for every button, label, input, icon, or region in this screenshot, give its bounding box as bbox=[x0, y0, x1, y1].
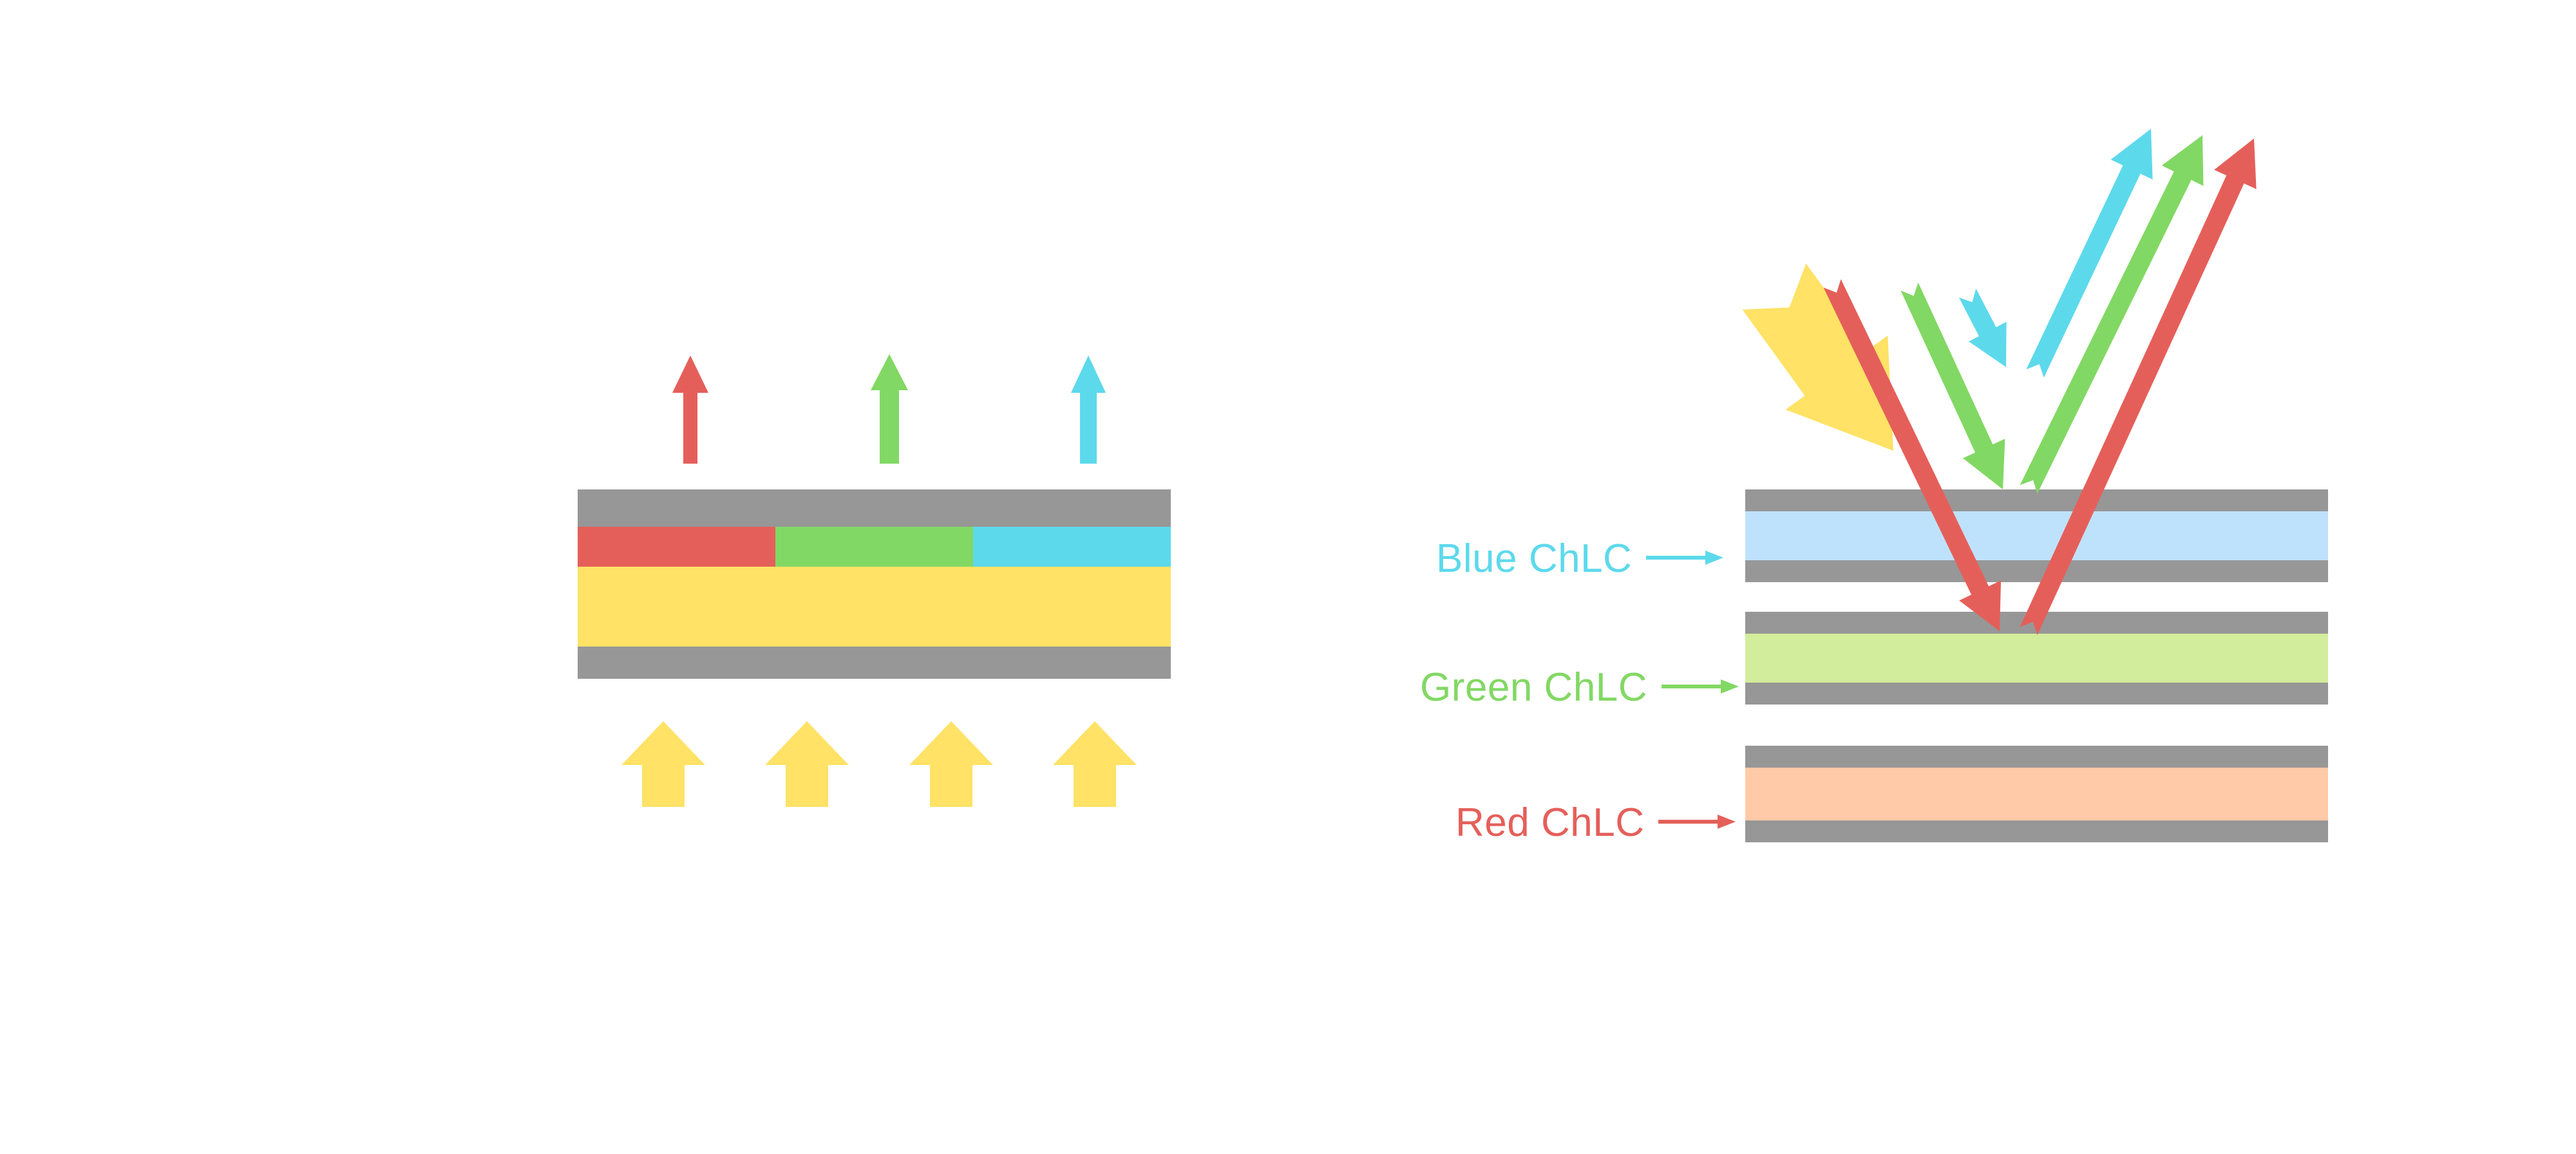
yellow-backlight-arrows-3 bbox=[909, 721, 993, 807]
yellow-backlight-layer bbox=[578, 567, 1171, 647]
arrow-head-shape bbox=[1658, 814, 1736, 829]
red-chlc-bottom-electrode bbox=[1745, 820, 2328, 842]
blue-chlc-lc-layer bbox=[1745, 511, 2328, 560]
red-segment bbox=[578, 527, 775, 567]
left-panel-emissive-stack bbox=[578, 354, 1171, 807]
yellow-backlight-arrows-1 bbox=[621, 721, 705, 807]
green-chlc-pointer-arrow-icon bbox=[1662, 676, 1739, 697]
cyan-outgoing-ray bbox=[2026, 129, 2153, 378]
green-incoming-ray bbox=[1900, 282, 2005, 489]
blue-chlc-label-text: Blue ChLC bbox=[1436, 536, 1633, 582]
blue-chlc-top-electrode bbox=[1745, 489, 2328, 511]
green-chlc-label-text: Green ChLC bbox=[1420, 665, 1648, 710]
arrow-head-shape bbox=[1662, 679, 1739, 694]
green-chlc-label: Green ChLC bbox=[1420, 662, 1739, 710]
yellow-backlight-arrows-2 bbox=[765, 721, 849, 807]
red-chlc-label: Red ChLC bbox=[1455, 797, 1736, 846]
green-segment bbox=[775, 527, 973, 567]
top-electrode bbox=[578, 489, 1171, 527]
color-filter-row bbox=[578, 527, 1171, 567]
red-chlc-pointer-arrow-icon bbox=[1658, 811, 1736, 833]
green-output-arrow bbox=[871, 354, 908, 464]
red-chlc-top-electrode bbox=[1745, 746, 2328, 768]
cyan-incoming-ray bbox=[1958, 288, 2007, 367]
green-chlc-lc-layer bbox=[1745, 634, 2328, 683]
cyan-segment bbox=[973, 527, 1171, 567]
blue-chlc-bottom-electrode bbox=[1745, 560, 2328, 582]
red-chlc-lc-layer bbox=[1745, 768, 2328, 820]
yellow-backlight-arrows-4 bbox=[1053, 721, 1137, 807]
green-chlc-top-electrode bbox=[1745, 612, 2328, 634]
green-outgoing-ray bbox=[2020, 135, 2204, 494]
ambient-light-arrow bbox=[1742, 263, 1893, 451]
right-panel-reflective-stack: Blue ChLC Green ChLC Red ChLC bbox=[1288, 0, 2576, 1154]
green-chlc-bottom-electrode bbox=[1745, 683, 2328, 705]
arrow-head-shape bbox=[1646, 550, 1724, 565]
blue-chlc-pointer-arrow-icon bbox=[1646, 547, 1724, 569]
red-output-arrow bbox=[672, 355, 708, 464]
bottom-electrode bbox=[578, 647, 1171, 679]
blue-chlc-label: Blue ChLC bbox=[1436, 533, 1724, 582]
cyan-output-arrow bbox=[1071, 355, 1106, 464]
red-chlc-label-text: Red ChLC bbox=[1455, 800, 1645, 846]
